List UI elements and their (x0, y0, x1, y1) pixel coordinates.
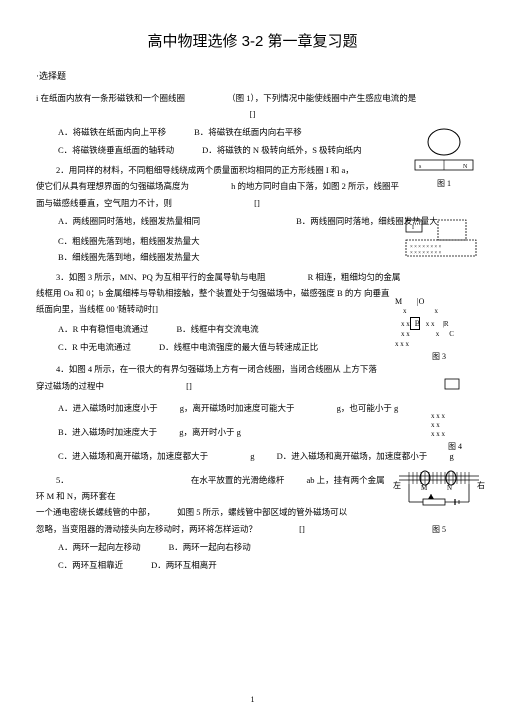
fig5-cap: 图 5 (395, 524, 483, 535)
q4-s1: 4．如图 4 所示，在一很大的有界匀强磁场上方有一闭合线圈，当闭合线圈从 上方下… (36, 361, 469, 377)
q4-D: D．进入磁场和离开磁场，加速度都小于 (277, 451, 428, 461)
q5-s3: ab 上，挂有两个金属 (307, 475, 385, 485)
svg-text:× × × × × × × ×: × × × × × × × × (410, 245, 441, 250)
q4-B: B．进入磁场时加速度大于 (58, 427, 157, 437)
fig3-C: C (449, 330, 454, 338)
fig2-svg: I × × × × × × × × × × × × × × × × (404, 218, 479, 258)
fig1-cap: 图 1 (413, 178, 475, 189)
q3-s2: R 相连，粗细均匀的金属 (308, 272, 401, 282)
fig3-cap: 图 3 (395, 351, 483, 362)
fig1-svg: s N (413, 128, 475, 174)
q4-A-row: A．进入磁场时加速度小于 g，离开磁场时加速度可能大于 g，也可能小于 g (58, 400, 469, 416)
q5-s6: 如图 5 所示，螺线管中部区域的管外磁场可以 (177, 507, 347, 517)
q1-stem: i 在纸面内放有一条形磁铁和一个圈线圈 （图 1），下列情况中能使线圈中产生感应… (36, 90, 469, 106)
figure-2: I × × × × × × × × × × × × × × × × (404, 218, 479, 260)
fig4-cap: 图 4 (431, 441, 479, 452)
q2-A: A．两线圈同时落地，线圈发热量相同 (58, 215, 200, 227)
page-title: 高中物理选修 3-2 第一章复习题 (36, 30, 469, 51)
fig3-O: O (419, 297, 425, 306)
svg-text:N: N (463, 164, 468, 170)
q5-s1: 5． (56, 475, 69, 485)
q3-D: D．线框中电流强度的最大值与转速成正比 (159, 341, 318, 353)
fig5-right: 右 (477, 480, 485, 491)
q4-s1t: 4．如图 4 所示，在一很大的有界匀强磁场上方有一闭合线圈，当闭合线圈从 上方下… (56, 364, 377, 374)
section-head: ·选择题 (36, 69, 469, 82)
svg-text:s: s (419, 164, 422, 170)
svg-text:I: I (412, 225, 414, 231)
svg-text:× × × × × × × ×: × × × × × × × × (410, 251, 441, 256)
fig4-x3: x x x (431, 430, 479, 439)
q4-D2: g (449, 451, 453, 461)
q2-s2row: 使它们从具有理想界面的匀强磁场高度为 h 的地方同时自由下落，如图 2 所示，线… (36, 178, 469, 194)
q4-s2row: 穿过磁场的过程中 [] (36, 378, 469, 394)
q1-row2: C．将磁铁绕垂直纸面的轴转动 D．将磁铁的 N 极转向纸外，S 极转向纸内 (58, 144, 469, 156)
q1-bracket: [] (36, 106, 469, 122)
q5-s2: 在水平放置的光滑绝缘杆 (191, 475, 285, 485)
q4-A3: g，也可能小于 g (337, 403, 399, 413)
q2-s4: 面与磁感线垂直，空气阻力不计，则 (36, 198, 172, 208)
q1-s2: （图 1），下列情况中能使线圈中产生感应电流的是 (227, 93, 416, 103)
q5-bracket: [] (299, 524, 305, 534)
q5-s7: 忽略，当变阻器的滑动接头向左移动时，两环将怎样运动？ (36, 524, 257, 534)
q2-s2: 使它们从具有理想界面的匀强磁场高度为 (36, 181, 189, 191)
q4-A: A．进入磁场时加速度小于 (58, 403, 158, 413)
q3-s1row: 3．如图 3 所示，MN、PQ 为互相平行的金属导轨与电阻 R 相连，粗细均匀的… (36, 269, 469, 285)
q5-rowCD: C．两环互相靠近 D．两环互相离开 (58, 559, 469, 571)
figure-3: M|O xx x xBx x|R x xxC x x x 图 3 (395, 296, 483, 362)
fig3-xx4: x (436, 330, 440, 338)
fig4-svg (431, 378, 473, 410)
q2-s1: 2．用同样的材料，不同粗细导线绕成两个质量面积均相同的正方形线圈 I 和 a， (36, 162, 469, 178)
q2-bracket: [] (254, 198, 260, 208)
q1-D: D．将磁铁的 N 极转向纸外，S 极转向纸内 (202, 144, 361, 156)
q3-B: B．线框中有交流电流 (176, 323, 258, 335)
page-number: 1 (0, 695, 505, 704)
fig3-B: B (410, 317, 420, 330)
q1-C: C．将磁铁绕垂直纸面的轴转动 (58, 144, 174, 156)
q1-row1: A．将磁铁在纸面内向上平移 B．将磁铁在纸面内向右平移 (58, 126, 469, 138)
figure-5: 左 右 M N 图 5 (395, 466, 483, 535)
q4-CD-row: C．进入磁场和离开磁场，加速度都大于 g D．进入磁场和离开磁场，加速度都小于 … (58, 448, 469, 464)
q2-s4row: 面与磁感线垂直，空气阻力不计，则 [] (36, 195, 469, 211)
fig4-x2: x x (431, 421, 479, 430)
q3-s1: 3．如图 3 所示，MN、PQ 为互相平行的金属导轨与电阻 (56, 272, 265, 282)
q1-A: A．将磁铁在纸面内向上平移 (58, 126, 166, 138)
q5-rowAB: A．两环一起向左移动 B．两环一起向右移动 (58, 541, 469, 553)
q5-s5: 一个通电密绕长螺线管的中部， (36, 507, 155, 517)
fig3-xx3: x x (401, 330, 410, 338)
fig3-x2: x (435, 307, 439, 315)
figure-4: x x x x x x x x 图 4 (431, 378, 479, 452)
fig3-xx1: x x (401, 320, 410, 328)
q3-C: C．R 中无电流通过 (58, 341, 131, 353)
fig3-xx2: x x (426, 320, 435, 328)
fig5-M: M (421, 484, 427, 492)
q4-C: C．进入磁场和离开磁场，加速度都大于 (58, 451, 208, 461)
q1-s1: i 在纸面内放有一条形磁铁和一个圈线圈 (36, 93, 185, 103)
q5-D: D．两环互相离开 (151, 559, 217, 571)
fig5-N: N (447, 484, 452, 492)
figure-1: s N 图 1 (413, 128, 475, 189)
q4-A2: g，离开磁场时加速度可能大于 (180, 403, 295, 413)
q2-s3: h 的地方同时自由下落，如图 2 所示，线圈平 (231, 181, 399, 191)
q5-C: C．两环互相靠近 (58, 559, 123, 571)
fig5-left: 左 (393, 480, 401, 491)
q5-A: A．两环一起向左移动 (58, 541, 141, 553)
q4-B2: g，离开时小于 g (179, 427, 241, 437)
fig3-R: R (444, 320, 449, 328)
fig3-M: M (395, 296, 417, 307)
q1-B: B．将磁铁在纸面内向右平移 (194, 126, 302, 138)
q4-C2: g (250, 451, 254, 461)
fig3-x1: x (403, 307, 407, 315)
q5-B: B．两环一起向右移动 (169, 541, 251, 553)
q4-B-row: B．进入磁场时加速度大于 g，离开时小于 g (58, 424, 469, 440)
q3-A: A．R 中有稳恒电流通过 (58, 323, 148, 335)
fig4-x1: x x x (431, 412, 479, 421)
q4-s2: 穿过磁场的过程中 (36, 381, 104, 391)
q4-bracket: [] (186, 381, 192, 391)
fig3-xxx: x x x (395, 340, 409, 348)
q2-s1t: 2．用同样的材料，不同粗细导线绕成两个质量面积均相同的正方形线圈 I 和 a， (56, 165, 354, 175)
fig5-svg (395, 466, 483, 520)
